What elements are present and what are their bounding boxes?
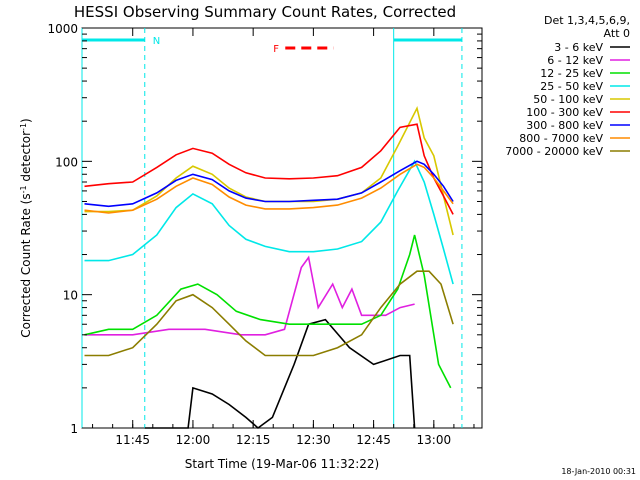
y-label-mid: detector bbox=[19, 131, 33, 186]
x-axis-label: Start Time (19-Mar-06 11:32:22) bbox=[185, 457, 379, 471]
x-tick-label-3: 12:30 bbox=[296, 433, 331, 447]
series-line-2 bbox=[84, 234, 452, 389]
legend-label-7: 800 - 7000 keV bbox=[519, 132, 603, 145]
legend-detectors: Det 1,3,4,5,6,9, bbox=[544, 14, 630, 27]
night-label: N bbox=[153, 36, 160, 47]
legend-label-8: 7000 - 20000 keV bbox=[505, 145, 603, 158]
y-tick-label-0: 1 bbox=[70, 422, 78, 436]
chart-title: HESSI Observing Summary Count Rates, Cor… bbox=[74, 3, 456, 21]
date-stamp: 18-Jan-2010 00:31 bbox=[561, 467, 636, 476]
y-tick-label-1: 10 bbox=[63, 289, 78, 303]
series-line-5 bbox=[84, 123, 454, 215]
legend-label-1: 6 - 12 keV bbox=[547, 54, 603, 67]
y-axis-label: Corrected Count Rate (s-1 detector-1) bbox=[19, 118, 33, 337]
y-label-main: Corrected Count Rate (s bbox=[19, 193, 33, 337]
x-tick-label-1: 12:00 bbox=[176, 433, 211, 447]
series-line-0 bbox=[144, 318, 416, 430]
series-line-6 bbox=[84, 160, 454, 208]
legend-label-5: 100 - 300 keV bbox=[526, 106, 603, 119]
series-line-1 bbox=[84, 255, 415, 336]
legend-label-0: 3 - 6 keV bbox=[554, 41, 603, 54]
axis-ticks: 11:45 12:00 12:15 12:30 12:45 13:00 1 10 100 1000 bbox=[47, 22, 482, 447]
series-line-8 bbox=[84, 270, 454, 357]
x-tick-label-4: 12:45 bbox=[356, 433, 391, 447]
y-label-sup2: -1 bbox=[19, 123, 28, 131]
legend-label-2: 12 - 25 keV bbox=[540, 67, 603, 80]
y-label-end: ) bbox=[19, 118, 33, 123]
plot-frame bbox=[81, 27, 483, 429]
series-layer bbox=[84, 106, 454, 430]
legend-label-3: 25 - 50 keV bbox=[540, 80, 603, 93]
y-tick-label-3: 1000 bbox=[47, 22, 78, 36]
y-label-sup1: -1 bbox=[19, 185, 28, 193]
x-tick-label-5: 13:00 bbox=[417, 433, 452, 447]
legend-label-6: 300 - 800 keV bbox=[526, 119, 603, 132]
night-periods: N bbox=[81, 28, 463, 428]
x-tick-label-2: 12:15 bbox=[236, 433, 271, 447]
series-line-3 bbox=[84, 159, 454, 285]
flare-marker: F bbox=[273, 44, 334, 55]
series-line-7 bbox=[84, 163, 454, 214]
x-tick-label-0: 11:45 bbox=[115, 433, 150, 447]
legend-label-4: 50 - 100 keV bbox=[533, 93, 603, 106]
flare-label: F bbox=[273, 44, 279, 55]
legend-attenuator: Att 0 bbox=[604, 27, 630, 40]
y-tick-label-2: 100 bbox=[55, 155, 78, 169]
